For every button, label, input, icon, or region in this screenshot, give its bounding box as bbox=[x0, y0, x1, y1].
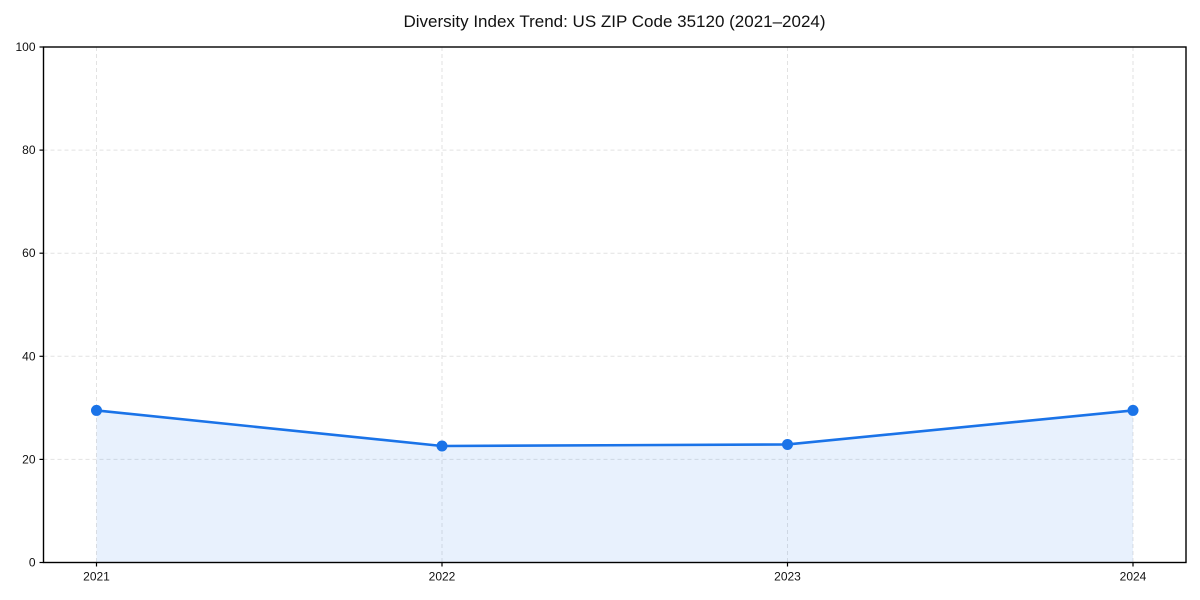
data-point bbox=[436, 440, 448, 452]
x-tick-label: 2022 bbox=[429, 570, 456, 584]
chart-title: Diversity Index Trend: US ZIP Code 35120… bbox=[403, 12, 826, 31]
y-tick-label: 100 bbox=[15, 40, 35, 54]
y-tick-label: 80 bbox=[22, 143, 36, 157]
data-point bbox=[1127, 404, 1139, 416]
trend-line bbox=[95, 409, 1135, 448]
y-tick-label: 20 bbox=[22, 452, 36, 466]
y-tick-label: 0 bbox=[29, 556, 36, 570]
data-point bbox=[782, 438, 793, 450]
x-tick-label: 2023 bbox=[774, 570, 801, 584]
x-tick-label: 2024 bbox=[1120, 570, 1147, 584]
area-fill bbox=[96, 410, 1133, 563]
data-point bbox=[91, 404, 102, 416]
y-tick-label: 40 bbox=[22, 349, 36, 363]
x-tick-label: 2021 bbox=[83, 570, 110, 584]
axes-spines bbox=[42, 46, 1187, 564]
y-tick-label: 60 bbox=[22, 246, 36, 260]
